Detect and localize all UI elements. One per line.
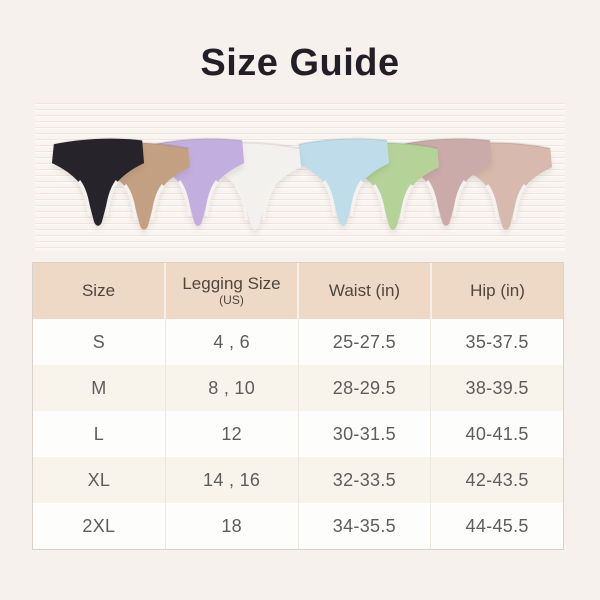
size-table-body: S 4 , 6 25-27.5 35-37.5 M 8 , 10 28-29.5 38-39.…: [33, 319, 563, 549]
thong-black: [50, 133, 146, 227]
table-cell: 40-41.5: [430, 411, 563, 457]
table-cell: 8 , 10: [164, 365, 298, 411]
size-table: Size Legging Size (US) Waist (in) Hip (in) S…: [32, 262, 564, 550]
table-cell: 30-31.5: [297, 411, 431, 457]
table-cell: 2XL: [82, 515, 116, 536]
table-cell: 4 , 6: [164, 319, 298, 365]
table-cell: 38-39.5: [430, 365, 563, 411]
table-row-l: L 12 30-31.5 40-41.5: [33, 411, 563, 457]
column-header-sublabel: (US): [219, 293, 244, 308]
product-photo: [35, 103, 565, 252]
table-row-2xl: 2XL 18 34-35.5 44-45.5: [33, 503, 563, 549]
table-cell: 28-29.5: [297, 365, 431, 411]
size-table-header: Size Legging Size (US) Waist (in) Hip (in): [33, 263, 563, 319]
table-cell: 25-27.5: [297, 319, 431, 365]
column-header-waist-in-: Waist (in): [297, 263, 430, 319]
thong-light-blue: [295, 133, 391, 227]
column-header-size: Size: [33, 263, 164, 319]
table-cell: 34-35.5: [297, 503, 431, 549]
column-header-label: Waist (in): [328, 281, 401, 301]
table-cell: XL: [87, 469, 111, 490]
table-cell: S: [92, 331, 106, 352]
table-cell: 42-43.5: [430, 457, 563, 503]
page-title: Size Guide: [200, 42, 400, 84]
table-row-s: S 4 , 6 25-27.5 35-37.5: [33, 319, 563, 365]
column-header-label: Legging Size: [182, 273, 281, 293]
table-cell: 12: [164, 411, 298, 457]
table-cell: 44-45.5: [430, 503, 563, 549]
table-row-xl: XL 14 , 16 32-33.5 42-43.5: [33, 457, 563, 503]
table-cell: 14 , 16: [164, 457, 298, 503]
table-cell: 35-37.5: [430, 319, 563, 365]
column-header-label: Hip (in): [470, 281, 525, 301]
column-header-legging-size: Legging Size (US): [164, 263, 297, 319]
column-header-hip-in-: Hip (in): [430, 263, 563, 319]
table-cell: L: [93, 423, 105, 444]
table-cell: M: [91, 377, 107, 398]
column-header-label: Size: [81, 281, 116, 301]
table-cell: 18: [164, 503, 298, 549]
table-cell: 32-33.5: [297, 457, 431, 503]
table-row-m: M 8 , 10 28-29.5 38-39.5: [33, 365, 563, 411]
